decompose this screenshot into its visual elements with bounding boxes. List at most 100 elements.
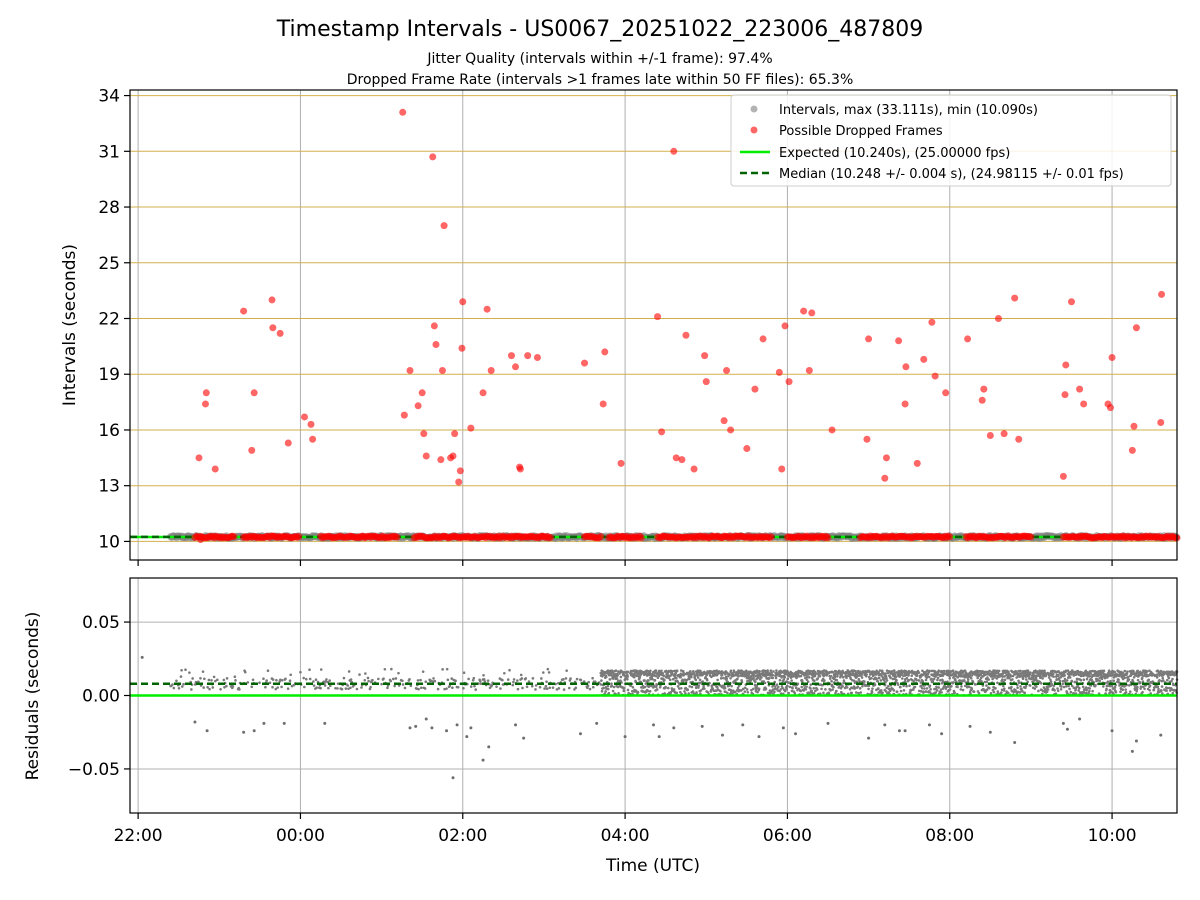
residual-point (1021, 677, 1025, 681)
residual-points (140, 655, 1179, 780)
residual-point (813, 679, 816, 683)
residual-point (499, 687, 502, 690)
residual-point (471, 678, 475, 682)
residual-point (688, 677, 691, 681)
residual-point (1132, 675, 1136, 679)
residual-outlier (430, 726, 434, 730)
residual-point (856, 685, 860, 688)
residual-point (512, 680, 515, 684)
residual-point (920, 686, 924, 690)
residual-point (672, 677, 675, 681)
residual-point (626, 678, 629, 681)
x-tick-label: 02:00 (438, 826, 487, 846)
residual-point (1162, 679, 1165, 682)
residual-point (745, 688, 749, 691)
residual-point (334, 686, 337, 690)
residual-point (917, 671, 921, 674)
residual-point (495, 685, 498, 688)
residual-outlier (867, 736, 871, 740)
residual-point (746, 679, 749, 683)
residual-point (867, 687, 870, 691)
dropped-frame-point (268, 296, 276, 304)
residual-point (733, 690, 737, 694)
residual-point (1121, 688, 1125, 692)
dropped-frame-point (672, 454, 680, 462)
residual-point (279, 678, 282, 682)
residual-point (527, 680, 531, 683)
dropped-frame-point (980, 385, 988, 393)
dropped-frame-point (808, 309, 816, 317)
residual-point (1127, 675, 1130, 679)
residual-point (835, 689, 838, 693)
residual-point (347, 670, 351, 673)
residual-point (726, 691, 729, 695)
residual-point (1068, 676, 1072, 679)
dropped-frame-point (284, 439, 292, 447)
residual-point (610, 684, 614, 688)
residual-point (1082, 678, 1086, 682)
residual-outlier (903, 729, 907, 733)
dropped-frame-point (309, 435, 317, 443)
residual-point (997, 669, 1001, 673)
dropped-frame-point (1015, 435, 1023, 443)
residual-point (216, 678, 219, 682)
residual-outlier (205, 729, 209, 733)
residual-point (985, 680, 989, 684)
residual-point (822, 691, 825, 695)
residual-point (985, 688, 989, 692)
residual-point (910, 674, 914, 677)
residual-point (922, 691, 925, 694)
residual-point (451, 686, 454, 690)
residual-point (963, 679, 966, 682)
dropped-frame-point (400, 411, 408, 419)
residual-point (519, 673, 523, 677)
residual-point (980, 680, 983, 683)
dropped-frame-point (429, 153, 437, 161)
residual-point (1019, 669, 1022, 673)
residual-point (1113, 685, 1117, 689)
residual-point (315, 686, 318, 689)
residual-point (794, 686, 798, 690)
residual-point (1148, 684, 1152, 688)
residual-point (1060, 685, 1063, 688)
residual-point (928, 669, 931, 673)
residual-point (419, 686, 423, 690)
residual-point (325, 678, 328, 681)
residual-point (875, 677, 878, 681)
residual-point (643, 679, 646, 682)
residual-point (1039, 682, 1043, 685)
residual-point (1002, 687, 1006, 691)
residual-point (626, 670, 630, 674)
residual-point (1140, 676, 1144, 680)
residual-point (1143, 687, 1146, 691)
residual-point (676, 685, 680, 688)
residual-outlier (657, 735, 661, 739)
residual-point (262, 677, 265, 680)
residual-outlier (481, 758, 485, 762)
dropped-frame-point (507, 352, 515, 360)
residual-point (953, 677, 957, 681)
dropped-frame-point (727, 426, 735, 434)
residual-point (772, 670, 775, 673)
residual-point (1107, 669, 1111, 672)
residual-point (199, 676, 202, 680)
dropped-frame-point (920, 355, 928, 363)
residual-point (915, 678, 918, 682)
residual-point (1019, 685, 1022, 688)
residual-point (231, 685, 235, 688)
residual-point (284, 677, 287, 681)
dropped-frame-point (524, 352, 532, 360)
residual-point (675, 676, 678, 680)
residual-point (654, 669, 658, 672)
residual-point (1075, 673, 1078, 676)
residual-point (308, 668, 311, 672)
residual-point (1139, 681, 1142, 685)
residual-point (1085, 691, 1088, 695)
residual-point (525, 685, 529, 689)
residual-point (548, 686, 552, 690)
legend-label-median: Median (10.248 +/- 0.004 s), (24.98115 +… (779, 167, 1124, 182)
residual-point (600, 689, 604, 693)
residual-point (903, 680, 907, 683)
residual-point (1127, 678, 1131, 681)
residual-point (417, 687, 420, 691)
